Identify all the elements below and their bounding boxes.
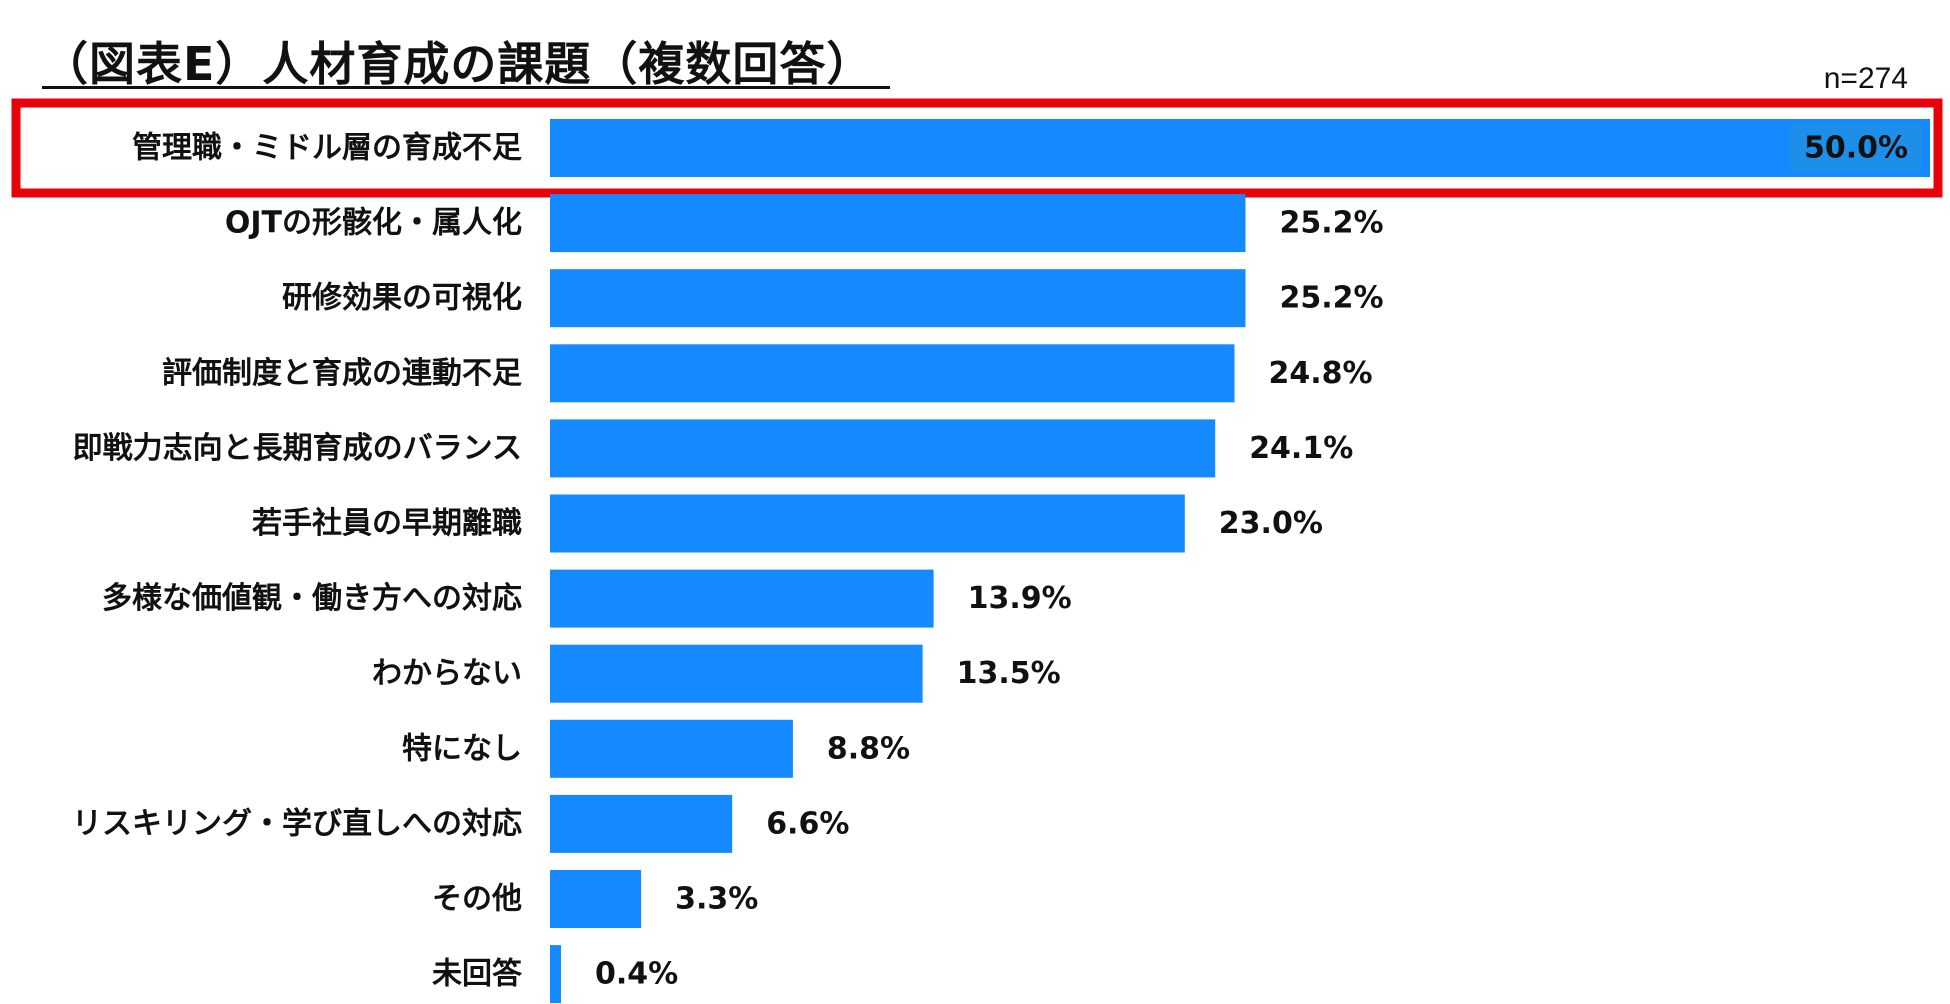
bar-2 [550,269,1246,328]
value-label-11: 0.4% [595,957,678,992]
value-label-2: 25.2% [1280,281,1384,316]
highlight-frame [11,98,1943,198]
category-label-8: 特になし [402,731,522,766]
value-badge-0 [1790,124,1922,172]
bar-10 [550,870,642,928]
value-label-7: 13.5% [957,656,1061,691]
category-label-5: 若手社員の早期離職 [252,506,522,541]
value-label-5: 23.0% [1219,506,1323,541]
bar-3 [550,344,1235,403]
value-label-6: 13.9% [968,581,1072,616]
category-label-7: わからない [372,656,522,691]
bar-0 [550,119,1930,177]
title-underline [42,86,890,89]
bar-7 [550,644,923,703]
bar-6 [550,569,934,628]
bar-5 [550,494,1185,553]
value-label-1: 25.2% [1280,206,1384,241]
category-label-4: 即戦力志向と長期育成のバランス [73,431,522,466]
category-label-1: OJTの形骸化・属人化 [225,206,522,241]
value-label-0: 50.0% [1804,131,1908,166]
category-label-6: 多様な価値観・働き方への対応 [102,581,522,616]
category-label-0: 管理職・ミドル層の育成不足 [132,131,522,166]
value-label-8: 8.8% [827,731,910,766]
category-label-2: 研修効果の可視化 [282,281,522,316]
category-label-3: 評価制度と育成の連動不足 [162,356,522,391]
bar-4 [550,419,1216,478]
page-title: （図表E）人材育成の課題（複数回答） [42,37,874,91]
bar-9 [550,794,733,853]
value-label-3: 24.8% [1269,356,1373,391]
bar-11 [550,945,561,1004]
category-label-10: その他 [432,882,522,917]
value-label-4: 24.1% [1249,431,1353,466]
category-label-11: 未回答 [432,957,523,992]
value-label-9: 6.6% [766,806,849,841]
category-label-9: リスキリング・学び直しへの対応 [72,806,522,841]
bar-1 [550,194,1246,253]
value-label-10: 3.3% [675,882,758,917]
sample-size-label: n=274 [1823,62,1908,95]
bar-8 [550,719,793,778]
